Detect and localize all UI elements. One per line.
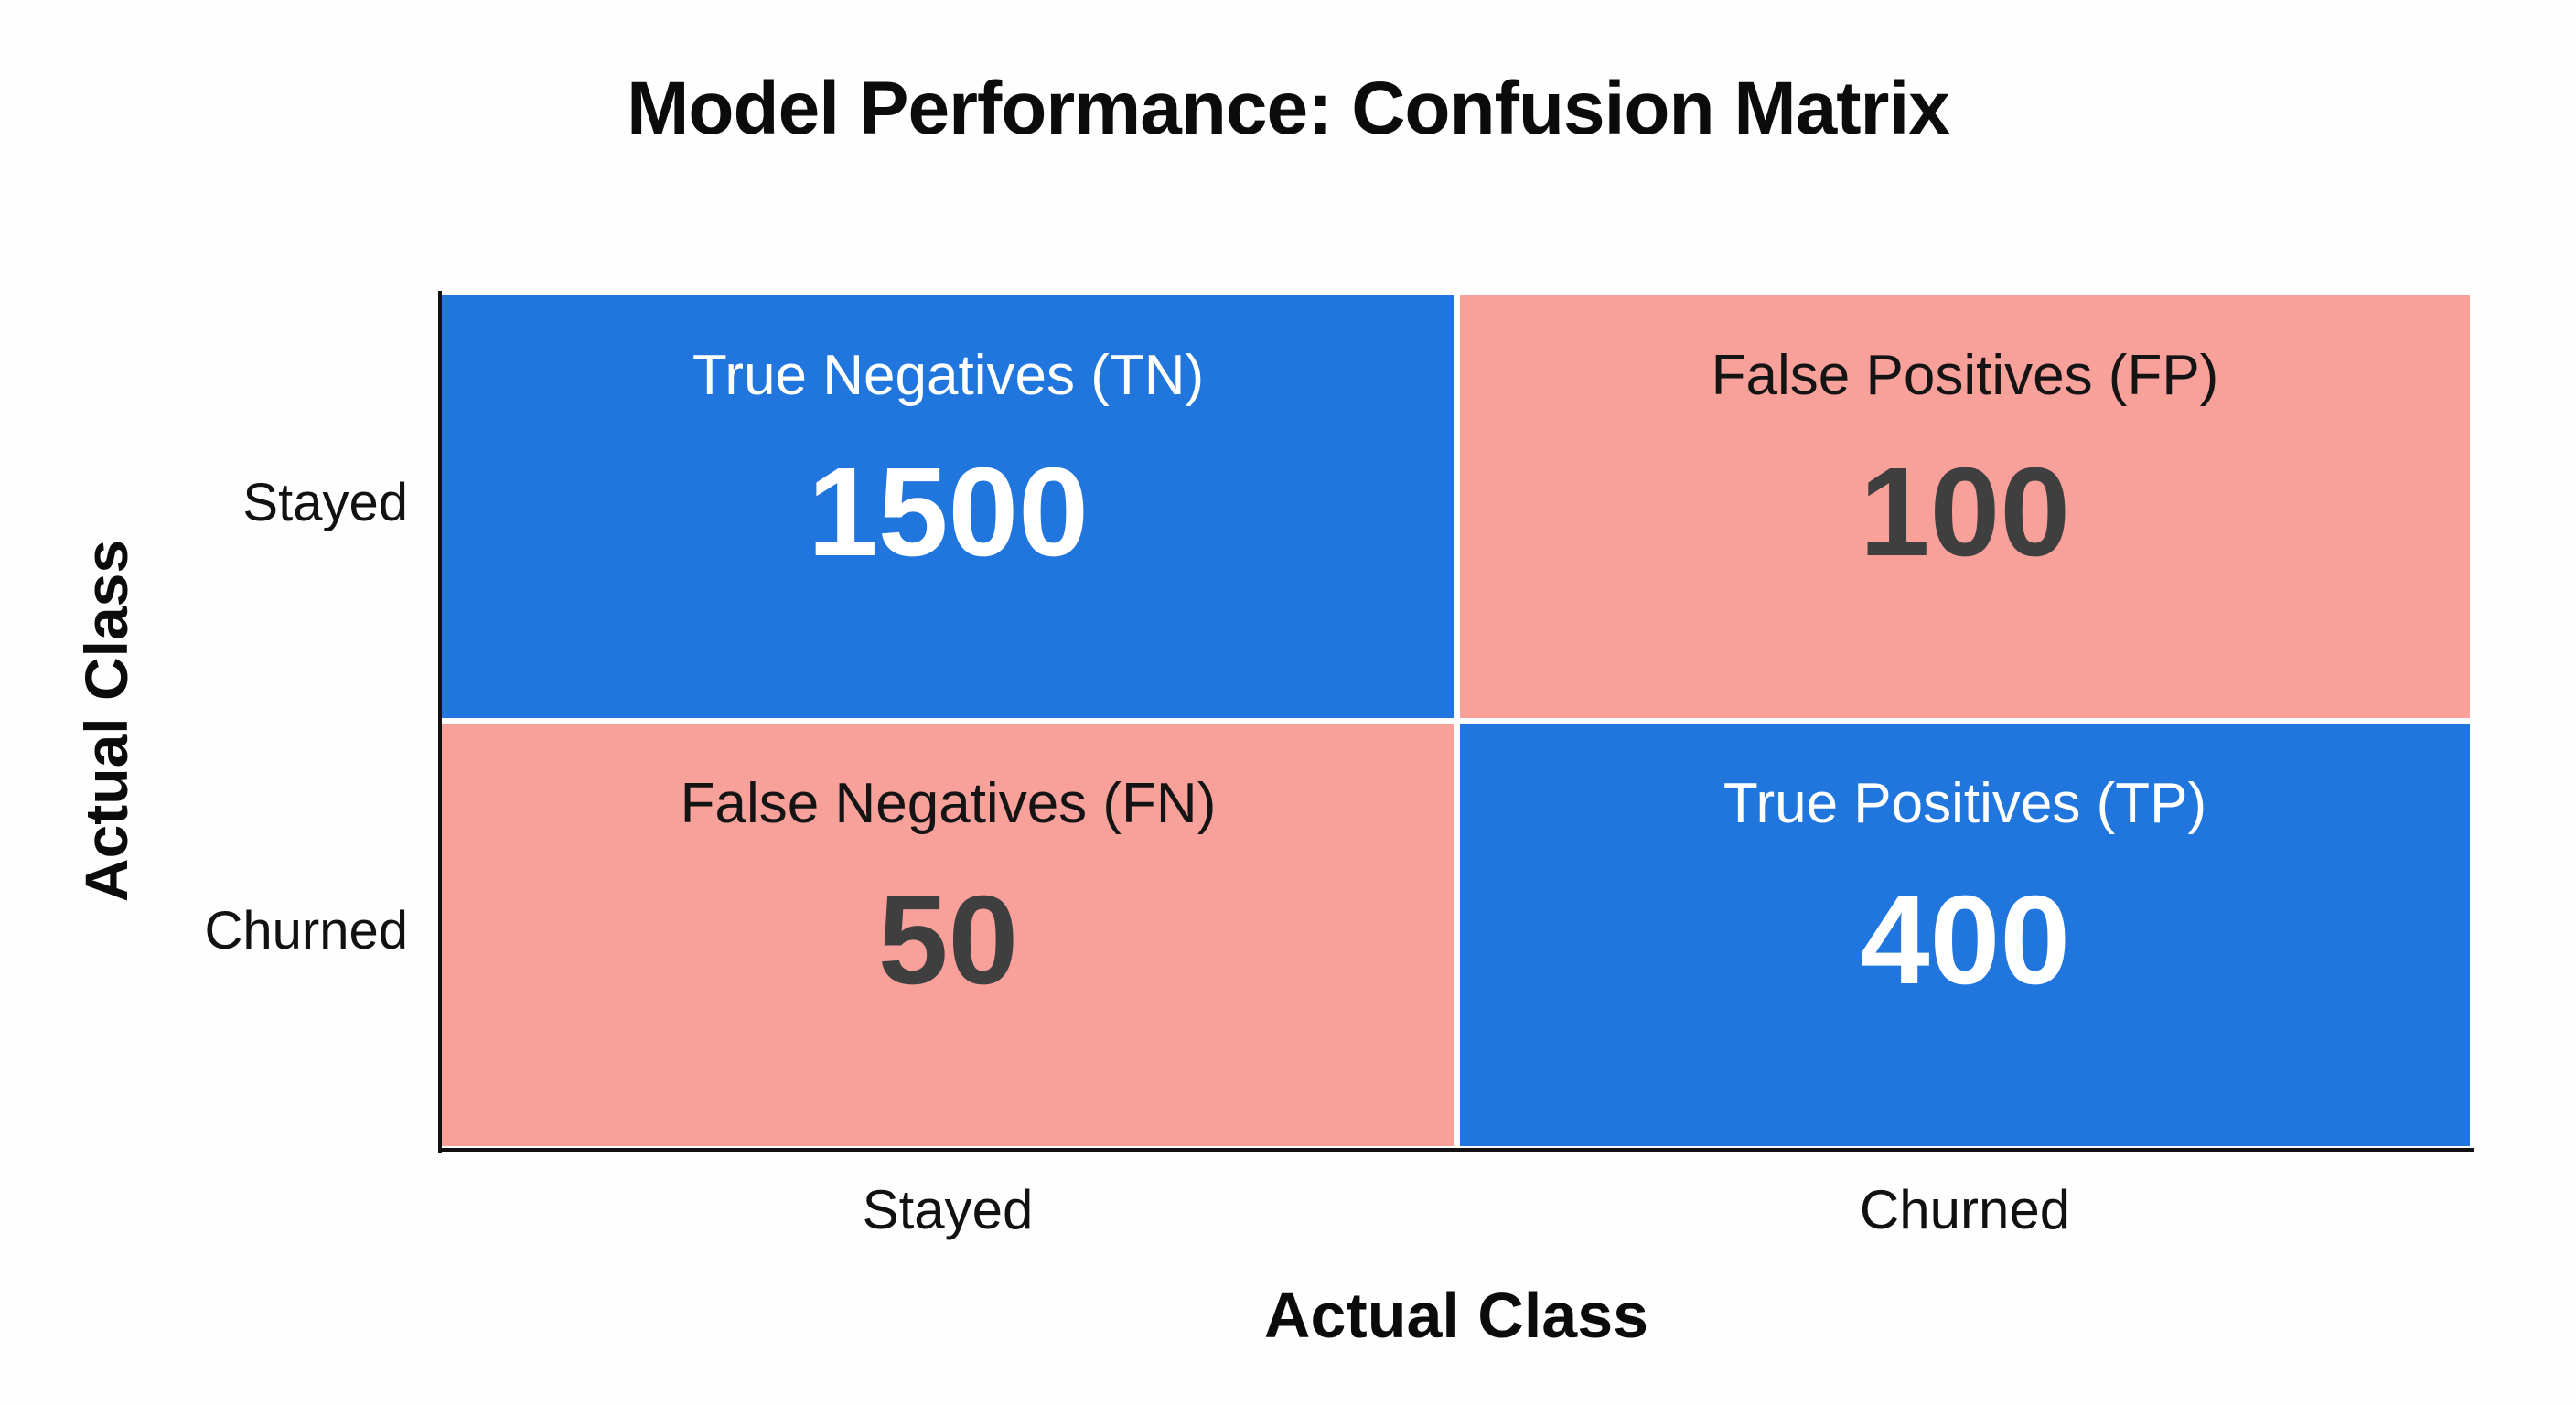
- cell-value: 400: [1859, 870, 2071, 1011]
- cell-value: 50: [877, 870, 1019, 1011]
- x-axis-line: [438, 1148, 2474, 1152]
- y-axis-line: [438, 291, 442, 1153]
- cell-value: 100: [1859, 442, 2071, 583]
- cell-true-negatives: True Negatives (TN) 1500: [442, 295, 1454, 718]
- cell-false-positives: False Positives (FP) 100: [1460, 295, 2470, 718]
- y-tick-stayed: Stayed: [242, 473, 408, 532]
- cell-label: False Negatives (FN): [680, 772, 1217, 835]
- cell-value: 1500: [808, 442, 1089, 583]
- x-axis-title: Actual Class: [1263, 1280, 1649, 1351]
- cell-label: False Positives (FP): [1711, 344, 2219, 407]
- cell-false-negatives: False Negatives (FN) 50: [442, 724, 1454, 1146]
- chart-title: Model Performance: Confusion Matrix: [627, 67, 1950, 150]
- x-tick-churned: Churned: [1859, 1179, 2071, 1240]
- y-tick-churned: Churned: [204, 901, 408, 960]
- x-tick-stayed: Stayed: [862, 1179, 1034, 1240]
- cell-label: True Positives (TP): [1723, 772, 2207, 835]
- cell-true-positives: True Positives (TP) 400: [1460, 724, 2470, 1146]
- y-axis-title: Actual Class: [72, 539, 140, 903]
- cell-label: True Negatives (TN): [692, 344, 1205, 407]
